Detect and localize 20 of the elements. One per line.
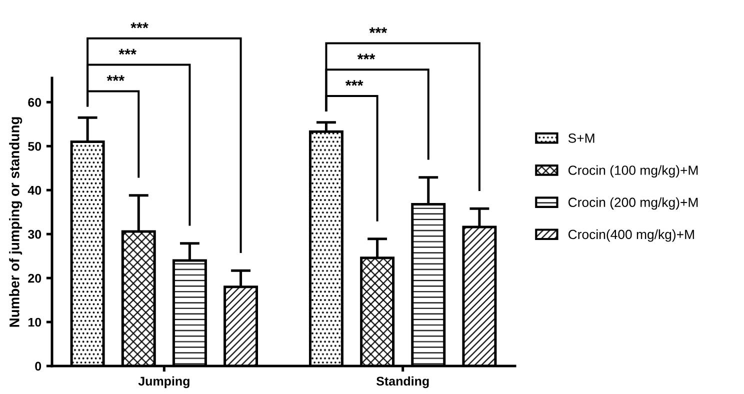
text: *** xyxy=(118,48,136,55)
y-tick-label: 0 xyxy=(35,362,42,371)
y-tick-label: 60 xyxy=(28,98,42,107)
legend-label: Crocin (200 mg/kg)+M xyxy=(568,197,698,210)
legend-label: S+M xyxy=(568,134,594,143)
legend-label: Crocin (100 mg/kg)+M xyxy=(568,165,698,178)
y-tick-label: 20 xyxy=(28,274,42,283)
y-tick-label: 10 xyxy=(28,318,42,327)
legend-label: Crocin(400 mg/kg)+M xyxy=(568,229,694,242)
text: *** xyxy=(130,22,148,28)
x-tick-label: Jumping xyxy=(138,376,190,388)
text: *** xyxy=(369,27,388,34)
annotation: *** xyxy=(345,80,364,86)
y-tick-label: 50 xyxy=(28,142,42,151)
text: *** xyxy=(357,54,376,60)
y-tick-label: 40 xyxy=(28,186,42,195)
annotation: *** xyxy=(106,75,125,81)
y-tick-label: 30 xyxy=(28,230,42,239)
y-axis-title: Number of jumping or standung xyxy=(9,117,22,327)
x-tick-label: Standing xyxy=(376,376,429,388)
